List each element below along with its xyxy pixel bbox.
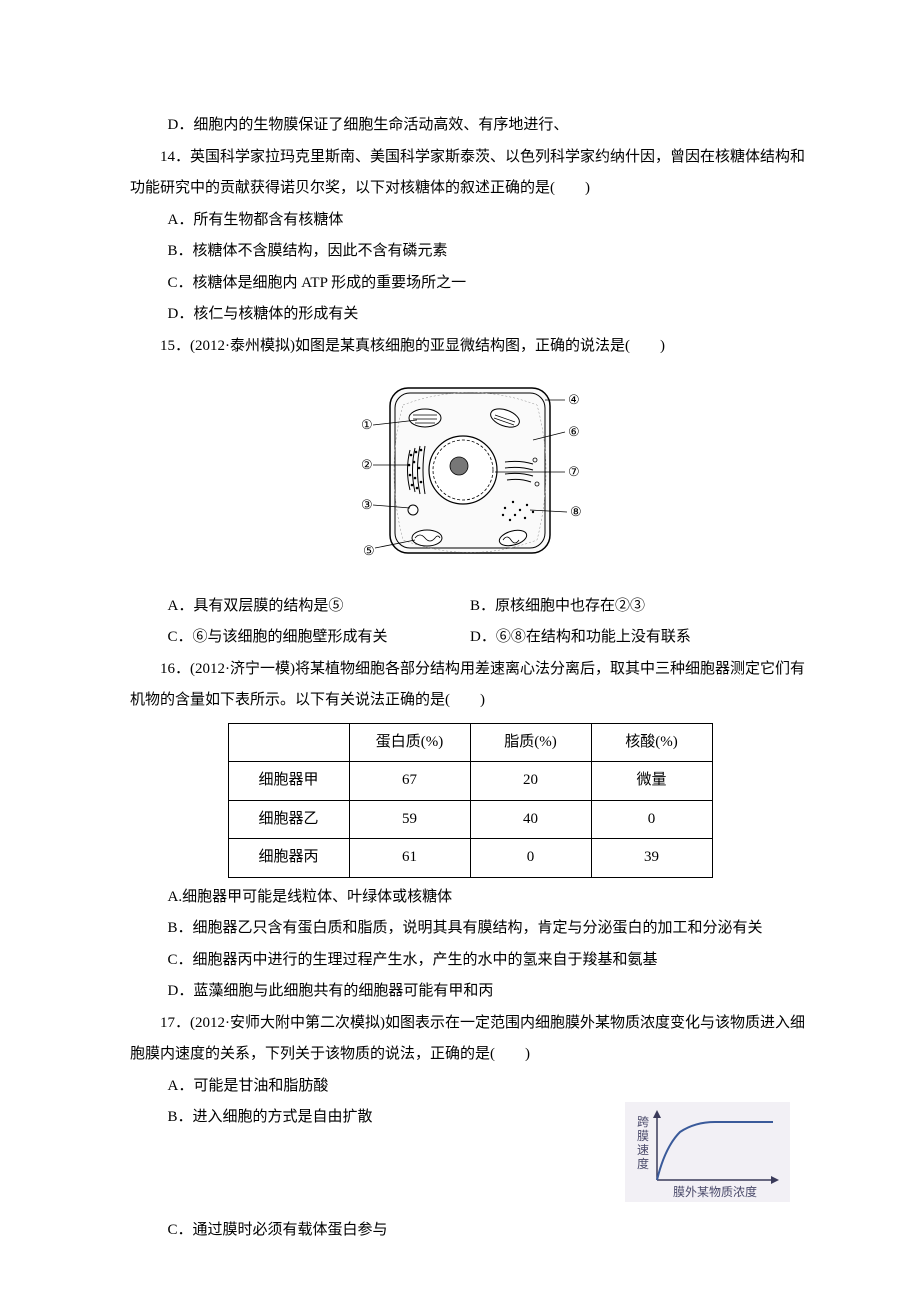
cell-label-6: ⑥: [568, 424, 580, 439]
table-cell: 20: [470, 762, 591, 801]
graph-y-label: 跨: [637, 1115, 649, 1129]
q15-stem: 15．(2012·泰州模拟)如图是某真核细胞的亚显微结构图，正确的说法是( ): [130, 331, 810, 363]
q14-stem: 14．英国科学家拉玛克里斯南、美国科学家斯泰茨、以色列科学家约纳什因，曾因在核糖…: [130, 142, 810, 205]
q16-table: 蛋白质(%) 脂质(%) 核酸(%) 细胞器甲 67 20 微量 细胞器乙 59…: [228, 723, 713, 878]
q15-options-row1: A．具有双层膜的结构是⑤ B．原核细胞中也存在②③: [130, 591, 810, 623]
table-cell: 67: [349, 762, 470, 801]
table-cell: 0: [591, 800, 712, 839]
q14-option-A: A．所有生物都含有核糖体: [130, 205, 810, 237]
table-cell: 61: [349, 839, 470, 878]
table-header-row: 蛋白质(%) 脂质(%) 核酸(%): [228, 723, 712, 762]
graph-y-label: 膜: [637, 1129, 649, 1143]
table-header-protein: 蛋白质(%): [349, 723, 470, 762]
q14-option-C: C．核糖体是细胞内 ATP 形成的重要场所之一: [130, 268, 810, 300]
table-cell: 细胞器丙: [228, 839, 349, 878]
table-cell: 59: [349, 800, 470, 839]
table-header-blank: [228, 723, 349, 762]
table-row: 细胞器乙 59 40 0: [228, 800, 712, 839]
graph-x-label: 膜外某物质浓度: [673, 1184, 757, 1199]
q17-option-C: C．通过膜时必须有载体蛋白参与: [130, 1215, 810, 1247]
q16-stem: 16．(2012·济宁一模)将某植物细胞各部分结构用差速离心法分离后，取其中三种…: [130, 654, 810, 717]
q15-option-A: A．具有双层膜的结构是⑤: [130, 591, 470, 623]
cell-diagram-svg: ① ② ③ ⑤ ④ ⑥ ⑦ ⑧: [355, 370, 585, 570]
q15-option-C: C．⑥与该细胞的细胞壁形成有关: [130, 622, 470, 654]
table-cell: 微量: [591, 762, 712, 801]
table-header-nucleic: 核酸(%): [591, 723, 712, 762]
table-row: 细胞器丙 61 0 39: [228, 839, 712, 878]
table-cell: 细胞器甲: [228, 762, 349, 801]
table-cell: 细胞器乙: [228, 800, 349, 839]
saturation-curve-svg: 跨 膜 速 度 膜外某物质浓度: [625, 1102, 790, 1202]
graph-y-label: 速: [637, 1143, 649, 1157]
graph-y-label: 度: [637, 1156, 649, 1171]
cell-label-2: ②: [361, 457, 373, 472]
q14-option-D: D．核仁与核糖体的形成有关: [130, 299, 810, 331]
cell-label-3: ③: [361, 497, 373, 512]
q15-option-D: D．⑥⑧在结构和功能上没有联系: [470, 622, 810, 654]
q17-option-A: A．可能是甘油和脂肪酸: [130, 1071, 810, 1103]
q16-option-A: A.细胞器甲可能是线粒体、叶绿体或核糖体: [130, 882, 810, 914]
q15-figure: ① ② ③ ⑤ ④ ⑥ ⑦ ⑧: [130, 370, 810, 583]
q16-option-C: C．细胞器丙中进行的生理过程产生水，产生的水中的氢来自于羧基和氨基: [130, 945, 810, 977]
cell-label-5: ⑤: [363, 543, 375, 558]
table-cell: 40: [470, 800, 591, 839]
q17-stem: 17．(2012·安师大附中第二次模拟)如图表示在一定范围内细胞膜外某物质浓度变…: [130, 1008, 810, 1071]
cell-label-8: ⑧: [570, 504, 582, 519]
table-header-lipid: 脂质(%): [470, 723, 591, 762]
table-cell: 0: [470, 839, 591, 878]
cell-label-1: ①: [361, 417, 373, 432]
q16-option-D: D．蓝藻细胞与此细胞共有的细胞器可能有甲和丙: [130, 976, 810, 1008]
q15-option-B: B．原核细胞中也存在②③: [470, 591, 810, 623]
q16-option-B: B．细胞器乙只含有蛋白质和脂质，说明其具有膜结构，肯定与分泌蛋白的加工和分泌有关: [130, 913, 810, 945]
q13-option-D: D．细胞内的生物膜保证了细胞生命活动高效、有序地进行、: [130, 110, 810, 142]
table-cell: 39: [591, 839, 712, 878]
q14-option-B: B．核糖体不含膜结构，因此不含有磷元素: [130, 236, 810, 268]
q15-options-row2: C．⑥与该细胞的细胞壁形成有关 D．⑥⑧在结构和功能上没有联系: [130, 622, 810, 654]
cell-label-7: ⑦: [568, 464, 580, 479]
cell-label-4: ④: [568, 392, 580, 407]
q17-graph: 跨 膜 速 度 膜外某物质浓度: [625, 1102, 790, 1215]
table-row: 细胞器甲 67 20 微量: [228, 762, 712, 801]
